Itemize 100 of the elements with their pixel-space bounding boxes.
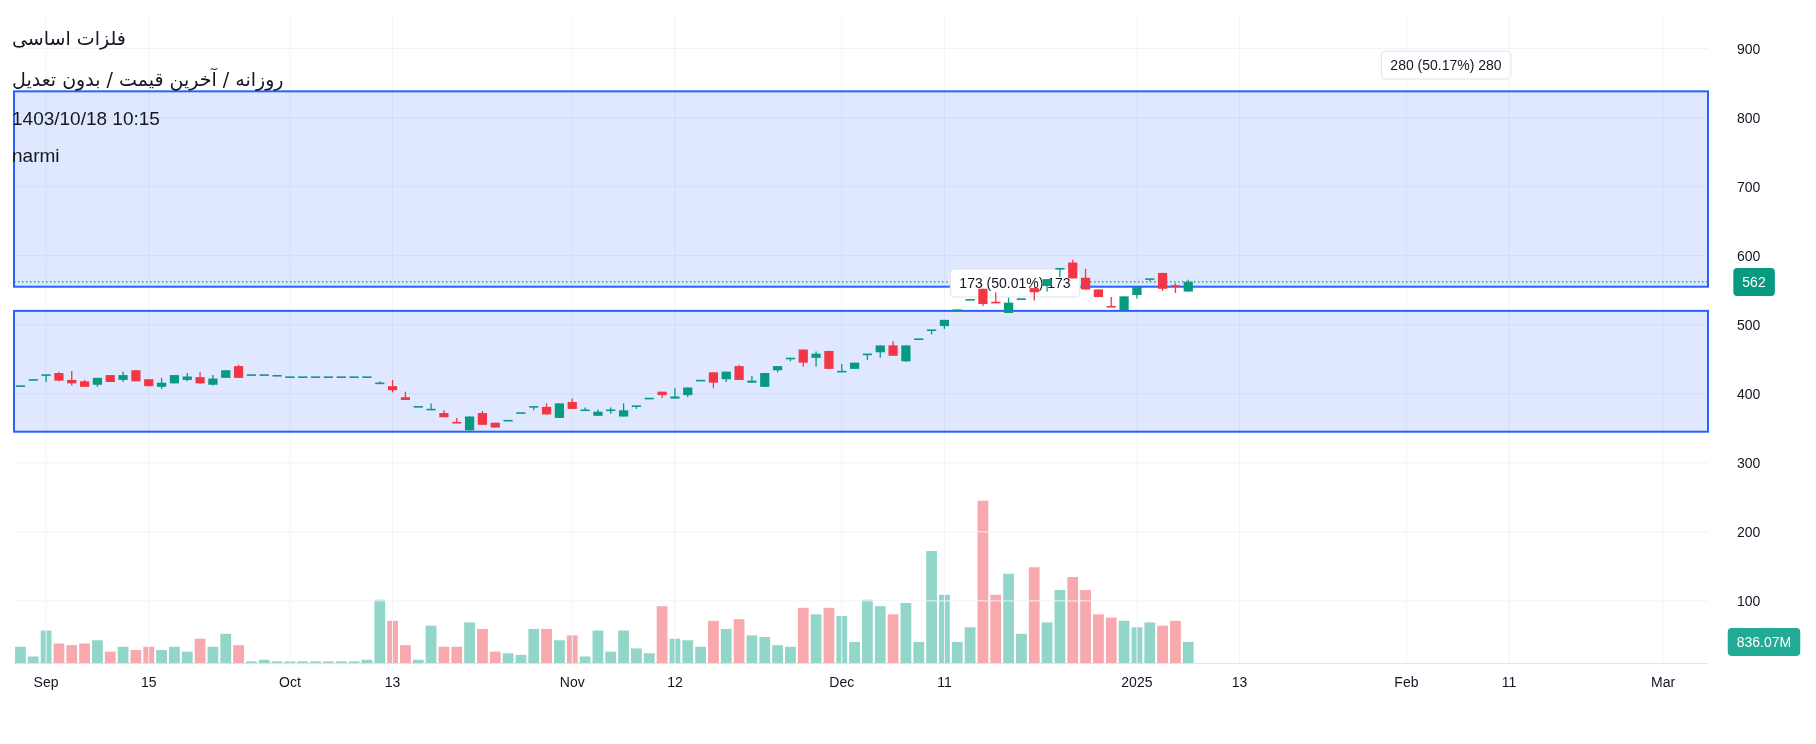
bar	[489, 651, 501, 663]
bar	[374, 599, 386, 663]
x-tick-label: 2025	[1121, 674, 1153, 690]
bar	[1170, 620, 1181, 663]
bar	[823, 607, 835, 663]
x-tick-label: Mar	[1651, 674, 1676, 690]
bar	[541, 628, 552, 663]
bar	[682, 640, 694, 663]
bar	[990, 594, 1002, 663]
y-tick-label: 700	[1737, 178, 1761, 195]
bar	[502, 653, 514, 663]
bar	[1016, 633, 1027, 663]
bar	[194, 638, 206, 663]
bar	[836, 615, 848, 663]
x-tick-label: 11	[1501, 674, 1517, 690]
y-tick-label: 600	[1737, 247, 1761, 264]
bar	[79, 643, 90, 663]
bar	[27, 656, 39, 663]
x-tick-label: 13	[1231, 674, 1248, 690]
bar	[528, 628, 540, 663]
bar	[951, 641, 963, 663]
y-tick-label: 800	[1737, 109, 1761, 126]
bar	[874, 606, 886, 663]
bar	[438, 646, 450, 663]
bar	[554, 640, 565, 663]
bar	[92, 640, 103, 663]
bar	[720, 628, 732, 663]
bar	[656, 606, 668, 663]
bar	[772, 645, 783, 663]
x-tick-label: 13	[384, 674, 401, 690]
bar	[631, 648, 642, 663]
bar	[1105, 617, 1117, 663]
bar	[849, 641, 860, 663]
bar	[1080, 589, 1091, 663]
bar	[810, 614, 822, 663]
bar	[746, 635, 758, 663]
bar	[913, 641, 925, 663]
bar	[104, 651, 116, 663]
bar	[1003, 573, 1014, 663]
bar	[605, 651, 617, 663]
bar	[900, 602, 912, 663]
bar	[1041, 622, 1053, 663]
bar	[785, 646, 796, 663]
ref-line-label: 562	[1742, 273, 1766, 290]
bar	[695, 646, 706, 663]
bar	[618, 630, 629, 663]
y-tick-label: 100	[1737, 592, 1761, 609]
annotation: 173 (50.01%) 173	[959, 275, 1071, 291]
bar	[643, 653, 655, 663]
bar	[387, 620, 398, 663]
bar	[566, 635, 578, 663]
y-tick-label: 900	[1737, 40, 1761, 57]
y-tick-label: 200	[1737, 523, 1761, 540]
y-tick-label: 400	[1737, 385, 1761, 402]
bar	[733, 619, 745, 663]
bar	[156, 650, 167, 663]
bar	[143, 646, 155, 663]
x-tick-label: Oct	[279, 674, 301, 690]
bar	[15, 646, 26, 663]
bar	[220, 633, 232, 663]
bar	[66, 645, 78, 663]
y-tick-label: 300	[1737, 454, 1761, 471]
x-tick-label: 15	[140, 674, 157, 690]
bar	[926, 551, 937, 663]
text: فلزات اساسی	[12, 27, 126, 49]
bar	[1028, 567, 1040, 663]
bar	[1182, 641, 1194, 663]
x-tick-label: 11	[937, 674, 952, 690]
bar	[862, 599, 873, 663]
bar	[1054, 589, 1066, 663]
bar	[887, 614, 899, 663]
bar	[425, 625, 437, 663]
bar	[412, 659, 424, 663]
bar	[169, 646, 180, 663]
bar	[464, 622, 475, 663]
x-tick-label: Dec	[829, 674, 855, 690]
bar	[207, 646, 219, 663]
bar	[708, 620, 719, 663]
bar	[515, 654, 527, 663]
bar	[797, 607, 809, 663]
bar	[451, 646, 463, 663]
x-tick-label: 12	[667, 674, 683, 690]
x-tick-label: Sep	[33, 674, 59, 690]
y-tick-label: 500	[1737, 316, 1761, 333]
bar	[964, 627, 976, 663]
bar	[400, 645, 411, 663]
bar	[130, 650, 142, 663]
bar	[258, 659, 270, 663]
bar	[477, 628, 488, 663]
bar	[1144, 622, 1156, 663]
x-tick-label: Nov	[559, 674, 585, 690]
bar	[181, 651, 193, 663]
bar	[977, 500, 989, 663]
x-tick-label: Feb	[1394, 674, 1419, 690]
bar	[1157, 625, 1168, 663]
bar	[759, 637, 771, 663]
bar	[1118, 620, 1130, 663]
annotation: 280 (50.17%) 280	[1390, 57, 1502, 73]
bar	[117, 646, 129, 663]
bar	[53, 643, 65, 663]
